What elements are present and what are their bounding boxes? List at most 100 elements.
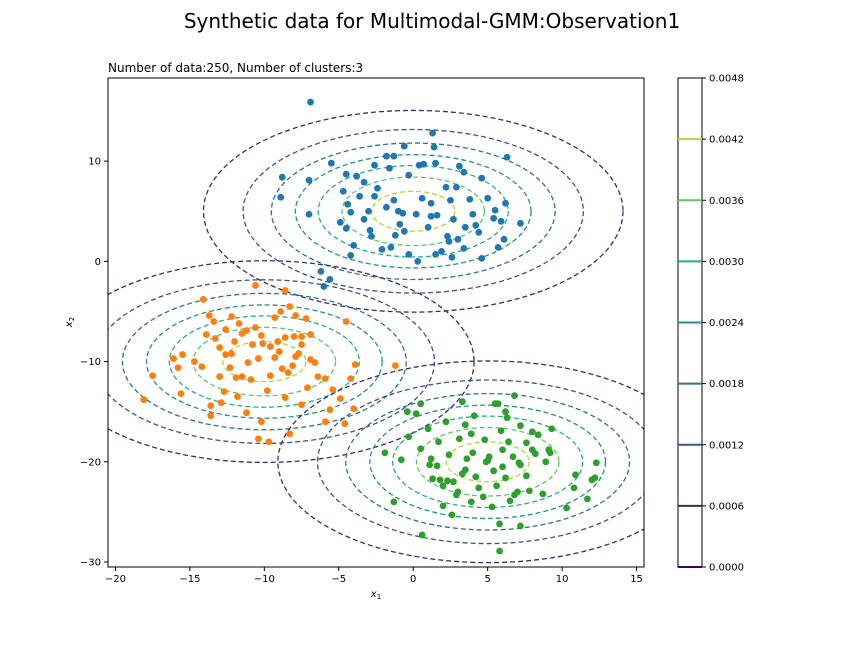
data-point-cluster1-31 [365, 207, 372, 215]
data-point-cluster1-2 [278, 173, 286, 181]
data-point-cluster2-62 [351, 361, 359, 368]
contour-ellipse-1-2 [121, 292, 407, 431]
data-point-cluster1-30 [360, 215, 368, 223]
data-point-cluster2-35 [170, 355, 177, 362]
data-point-cluster1-14 [383, 152, 390, 160]
data-point-cluster1-15 [390, 152, 398, 160]
data-point-cluster2-69 [249, 341, 256, 348]
data-point-cluster2-24 [244, 359, 252, 366]
data-point-cluster1-54 [454, 235, 462, 243]
x-axis: −20 −15 −10 −5 0 5 10 15 [105, 567, 643, 585]
data-point-cluster2-15 [290, 333, 298, 340]
data-point-cluster3-83 [426, 461, 433, 469]
data-point-cluster3-19 [418, 531, 426, 539]
data-point-cluster1-37 [399, 209, 407, 217]
data-point-cluster1-64 [517, 219, 524, 227]
figure-suptitle: Synthetic data for Multimodal-GMM:Observ… [184, 9, 680, 33]
data-point-cluster2-55 [329, 386, 337, 394]
x-axis-label-sub: 1 [377, 593, 381, 601]
x-tick-label: 15 [630, 574, 643, 585]
data-point-cluster3-74 [481, 436, 489, 444]
contour-ellipse-0-0 [202, 109, 624, 313]
data-point-cluster2-63 [391, 362, 399, 369]
data-point-cluster1-57 [472, 221, 480, 229]
data-point-cluster1-69 [405, 171, 413, 179]
data-point-cluster2-37 [149, 372, 157, 380]
y-tick-label: 10 [88, 157, 101, 168]
data-point-cluster2-57 [336, 395, 344, 403]
data-point-cluster2-2 [205, 312, 213, 319]
data-point-cluster3-70 [591, 474, 599, 482]
data-point-cluster3-40 [502, 408, 509, 416]
data-point-cluster3-78 [475, 484, 483, 492]
data-point-cluster2-72 [247, 376, 255, 384]
contour-layer [108, 109, 644, 564]
data-point-cluster2-49 [265, 438, 273, 446]
data-point-cluster3-77 [499, 463, 506, 471]
data-point-cluster3-35 [496, 520, 503, 528]
contour-ellipse-2-2 [345, 392, 631, 531]
colorbar-tick-label: 0.0006 [709, 501, 744, 512]
data-point-cluster3-41 [503, 414, 511, 422]
axes-title: Number of data:250, Number of clusters:3 [108, 61, 363, 75]
data-point-cluster3-7 [427, 455, 435, 463]
data-point-cluster1-5 [305, 210, 313, 218]
data-point-cluster1-39 [391, 231, 399, 239]
data-point-cluster1-49 [450, 215, 457, 223]
data-point-cluster3-13 [444, 477, 451, 485]
data-point-cluster2-44 [243, 409, 250, 417]
data-point-cluster2-58 [341, 420, 349, 428]
y-axis-label-main: x [64, 321, 75, 328]
data-point-cluster3-16 [453, 491, 460, 499]
data-point-cluster3-44 [499, 446, 506, 454]
data-point-cluster1-23 [503, 153, 511, 161]
data-point-cluster3-1 [417, 400, 425, 408]
data-point-cluster3-10 [429, 475, 436, 483]
data-point-cluster2-36 [174, 364, 182, 371]
y-tick-label: −20 [80, 457, 101, 468]
data-point-cluster3-53 [511, 392, 518, 400]
data-point-cluster1-3 [277, 193, 285, 201]
data-point-cluster3-62 [525, 487, 533, 495]
data-point-cluster3-8 [433, 462, 441, 470]
data-point-cluster3-68 [584, 495, 591, 503]
data-point-cluster2-34 [179, 351, 186, 358]
data-point-cluster3-5 [417, 445, 425, 453]
data-point-cluster3-29 [472, 473, 480, 481]
data-point-cluster3-42 [497, 427, 505, 435]
data-point-cluster1-68 [368, 232, 375, 240]
data-point-cluster1-16 [400, 142, 408, 150]
data-point-cluster3-79 [484, 457, 492, 465]
data-point-cluster1-0 [307, 98, 314, 106]
data-point-cluster1-55 [461, 223, 469, 231]
data-point-cluster3-43 [505, 438, 512, 446]
data-point-cluster1-4 [305, 176, 313, 184]
contour-ellipse-1-4 [168, 315, 361, 408]
data-point-cluster2-26 [232, 374, 240, 382]
data-point-cluster1-77 [444, 232, 451, 240]
data-point-cluster2-6 [235, 320, 243, 327]
data-point-cluster1-78 [475, 228, 483, 236]
data-point-cluster2-43 [207, 412, 215, 420]
data-point-cluster3-45 [509, 453, 517, 461]
data-point-cluster2-67 [281, 334, 289, 341]
data-point-cluster3-54 [517, 422, 524, 430]
data-point-cluster3-22 [458, 398, 466, 406]
data-point-cluster3-39 [494, 400, 502, 408]
contour-ellipse-0-3 [294, 153, 532, 269]
data-point-cluster1-71 [453, 183, 460, 191]
contour-ellipse-2-5 [415, 426, 560, 497]
data-point-cluster3-4 [405, 433, 413, 441]
data-point-cluster1-22 [478, 174, 486, 182]
data-point-cluster2-11 [277, 308, 285, 315]
y-tick-label: −10 [80, 357, 101, 368]
data-point-cluster1-70 [427, 212, 435, 220]
data-point-cluster1-6 [317, 267, 325, 275]
data-point-cluster2-20 [271, 354, 279, 361]
data-point-cluster2-47 [281, 394, 289, 402]
data-point-cluster1-35 [390, 196, 398, 204]
data-point-cluster2-70 [238, 330, 246, 337]
data-point-cluster3-33 [479, 493, 487, 501]
data-point-cluster3-26 [463, 455, 471, 463]
data-point-cluster2-16 [298, 341, 305, 348]
